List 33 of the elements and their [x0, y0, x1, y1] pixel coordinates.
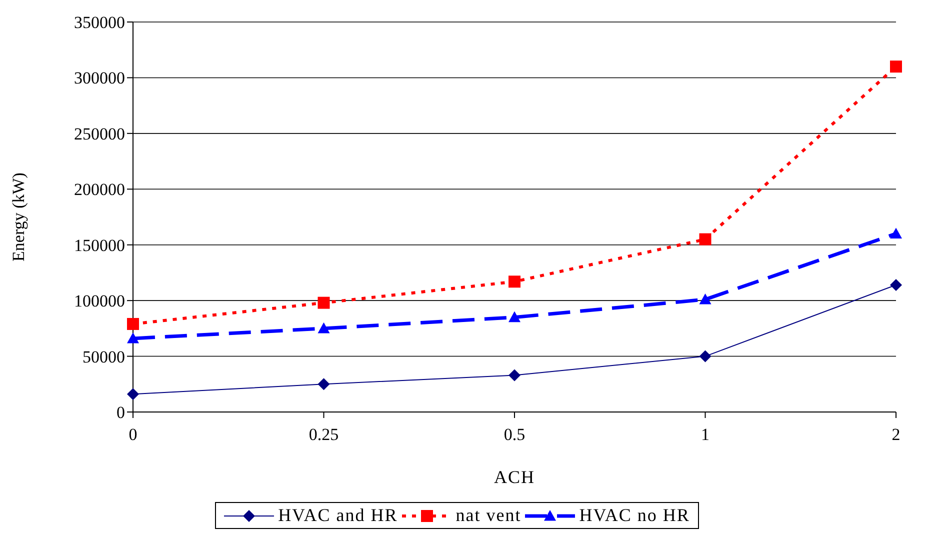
x-tick-label: 1: [701, 425, 710, 444]
point: [127, 332, 139, 344]
point: [890, 60, 902, 73]
point: [699, 293, 712, 304]
y-tick-label: 250000: [74, 124, 125, 144]
y-tick-label: 150000: [74, 236, 125, 255]
y-tick-label: 100000: [74, 292, 125, 311]
point: [127, 318, 139, 330]
point: [508, 369, 520, 382]
y-axis-title: Energy (kW): [9, 172, 28, 262]
x-axis-title: ACH: [494, 466, 536, 487]
point: [699, 233, 712, 246]
y-tick-label: 300000: [74, 68, 125, 88]
point: [508, 311, 520, 322]
point: [890, 278, 902, 291]
point: [318, 378, 330, 390]
x-tick-label: 0.5: [504, 425, 526, 444]
point: [318, 296, 330, 309]
y-tick-label: 350000: [74, 13, 125, 32]
point: [127, 388, 139, 400]
y-tick-label: 0: [116, 403, 125, 422]
point: [508, 276, 520, 288]
x-tick-label: 0: [128, 425, 138, 444]
point: [890, 228, 902, 239]
legend-label: HVAC and HR: [278, 505, 398, 526]
legend-label: nat vent: [456, 505, 522, 526]
legend-label: HVAC no HR: [579, 505, 690, 526]
point: [699, 350, 712, 362]
y-tick-label: 200000: [74, 180, 125, 200]
x-tick-label: 0.25: [308, 425, 339, 444]
point: [318, 322, 330, 334]
y-tick-label: 50000: [82, 347, 125, 366]
x-tick-label: 2: [892, 425, 900, 444]
